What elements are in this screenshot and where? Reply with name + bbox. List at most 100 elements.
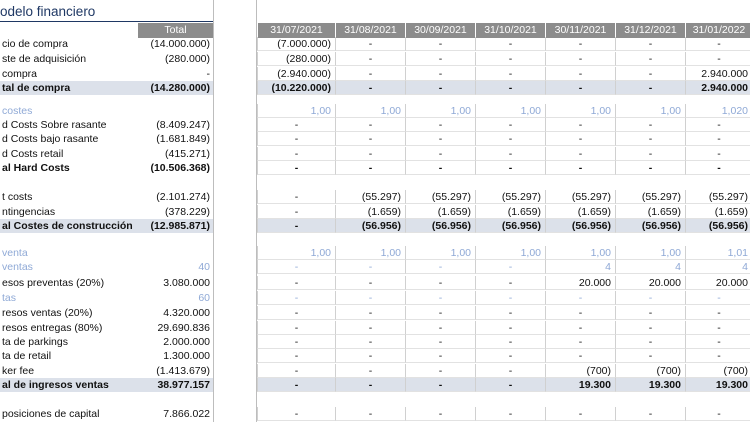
total-cell: 1.300.000 (163, 350, 210, 362)
date-cell: 1,00 (545, 104, 615, 118)
date-cell: (1.659) (335, 205, 405, 219)
date-cell: - (615, 306, 685, 320)
date-cell: 2.940.000 (685, 81, 750, 95)
date-cell: - (257, 276, 335, 290)
date-cell: - (545, 321, 615, 335)
date-cell: (56.956) (685, 219, 750, 233)
date-cell: - (615, 291, 685, 305)
date-cell: - (475, 291, 545, 305)
row-label: cio de compra (2, 38, 68, 50)
date-cell: - (257, 260, 335, 274)
date-cell: - (545, 291, 615, 305)
date-cell: - (685, 407, 750, 421)
date-cell: (1.659) (615, 205, 685, 219)
date-cell: - (685, 306, 750, 320)
total-header: Total (137, 23, 213, 38)
date-cell: - (405, 407, 475, 421)
date-cell: - (405, 81, 475, 95)
date-cell: - (257, 349, 335, 363)
total-cell: - (206, 68, 211, 80)
date-cell: - (615, 335, 685, 349)
date-cell: - (475, 335, 545, 349)
total-cell: 60 (198, 292, 210, 304)
date-cell: - (257, 364, 335, 378)
date-cell: - (685, 52, 750, 66)
date-header: 30/11/2021 (545, 23, 615, 38)
date-cell: - (545, 349, 615, 363)
date-cell: (55.297) (615, 190, 685, 204)
date-cell: - (257, 205, 335, 219)
date-cell: - (615, 37, 685, 51)
date-cell: - (257, 291, 335, 305)
date-cell: - (475, 306, 545, 320)
date-cell: 1,00 (405, 104, 475, 118)
date-cell: - (405, 147, 475, 161)
date-cell: - (475, 81, 545, 95)
date-cell: - (335, 81, 405, 95)
date-cell: - (257, 132, 335, 146)
date-cell: - (335, 378, 405, 392)
date-cell: - (615, 132, 685, 146)
date-cell: - (475, 349, 545, 363)
row-label: ta de retail (2, 350, 52, 362)
row-label: ta de parkings (2, 336, 68, 348)
date-cell: (56.956) (615, 219, 685, 233)
total-cell: (415.271) (165, 148, 210, 160)
sheet-title: odelo financiero (0, 4, 96, 19)
date-cell: 4 (615, 260, 685, 274)
date-cell: - (257, 147, 335, 161)
row-label: ventas (2, 261, 33, 273)
date-cell: 1,00 (615, 246, 685, 260)
date-cell: - (257, 407, 335, 421)
date-cell: 20.000 (545, 276, 615, 290)
total-cell: 40 (198, 261, 210, 273)
date-cell: - (615, 67, 685, 81)
date-cell: - (545, 132, 615, 146)
date-cell: - (405, 349, 475, 363)
title-underline (0, 21, 213, 22)
row-label: al Costes de construcción (0, 219, 213, 233)
date-cell: (55.297) (335, 190, 405, 204)
date-cell: - (405, 276, 475, 290)
date-cell: - (685, 132, 750, 146)
date-cell: - (545, 306, 615, 320)
date-cell: - (405, 364, 475, 378)
row-label: resos ventas (20%) (2, 307, 93, 319)
date-cell: - (615, 52, 685, 66)
date-cell: - (685, 118, 750, 132)
date-cell: - (685, 321, 750, 335)
row-label: resos entregas (80%) (2, 322, 103, 334)
date-cell: - (335, 349, 405, 363)
date-cell: 2.940.000 (685, 67, 750, 81)
date-cell: - (405, 260, 475, 274)
date-cell: (56.956) (545, 219, 615, 233)
date-cell: (2.940.000) (257, 67, 335, 81)
total-cell: 38.977.157 (157, 379, 210, 391)
date-cell: - (335, 132, 405, 146)
total-cell: 7.866.022 (163, 408, 210, 420)
date-cell: - (475, 260, 545, 274)
date-cell: - (685, 349, 750, 363)
date-cell: 1,00 (335, 104, 405, 118)
date-cell: - (335, 364, 405, 378)
row-label: t costs (2, 191, 33, 203)
total-cell: (8.409.247) (156, 119, 210, 131)
date-cell: (1.659) (545, 205, 615, 219)
date-cell: - (475, 132, 545, 146)
date-cell: - (615, 349, 685, 363)
date-cell: - (405, 335, 475, 349)
date-cell: 19.300 (685, 378, 750, 392)
total-cell: (14.280.000) (150, 82, 210, 94)
date-cell: - (685, 147, 750, 161)
date-cell: - (685, 335, 750, 349)
date-header: 30/09/2021 (405, 23, 475, 38)
row-label: tas (2, 292, 17, 304)
date-cell: 1,00 (475, 104, 545, 118)
date-cell: - (545, 81, 615, 95)
date-cell: - (475, 321, 545, 335)
date-cell: - (405, 321, 475, 335)
row-label: venta (2, 247, 28, 259)
row-label: al de ingresos ventas (0, 378, 213, 392)
date-cell: - (545, 37, 615, 51)
date-cell: - (475, 67, 545, 81)
